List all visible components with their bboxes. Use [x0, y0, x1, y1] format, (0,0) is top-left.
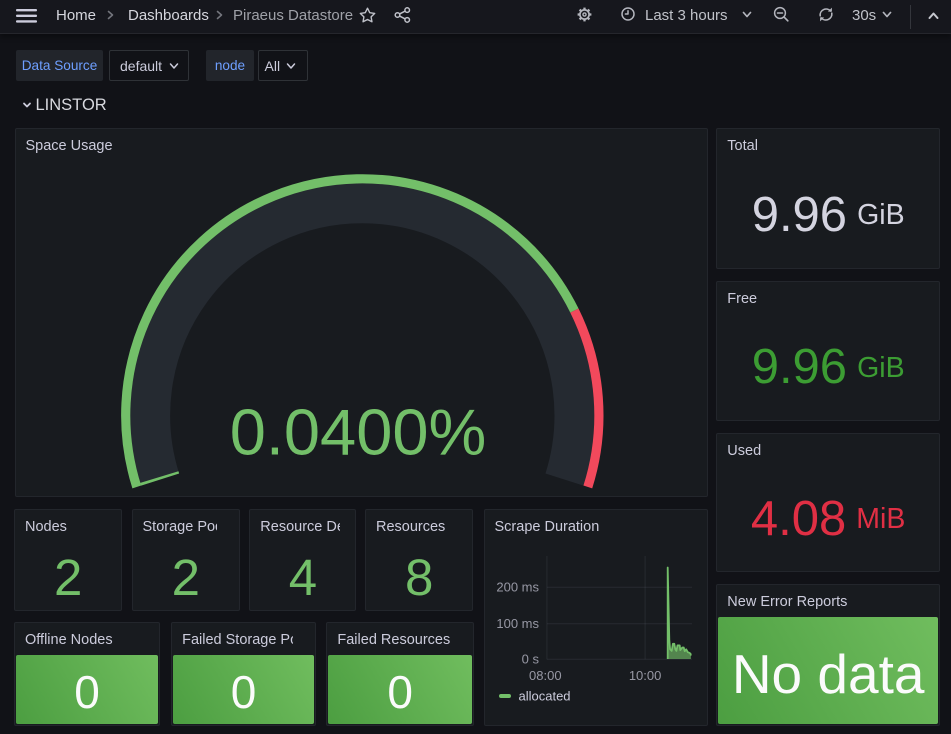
svg-text:0 s: 0 s: [521, 651, 539, 666]
svg-text:100 ms: 100 ms: [496, 616, 539, 631]
svg-text:10:00: 10:00: [628, 667, 661, 682]
svg-text:08:00: 08:00: [529, 667, 562, 682]
svg-text:allocated: allocated: [518, 688, 570, 703]
svg-text:200 ms: 200 ms: [496, 579, 539, 594]
svg-text:0.0400%: 0.0400%: [229, 395, 486, 468]
